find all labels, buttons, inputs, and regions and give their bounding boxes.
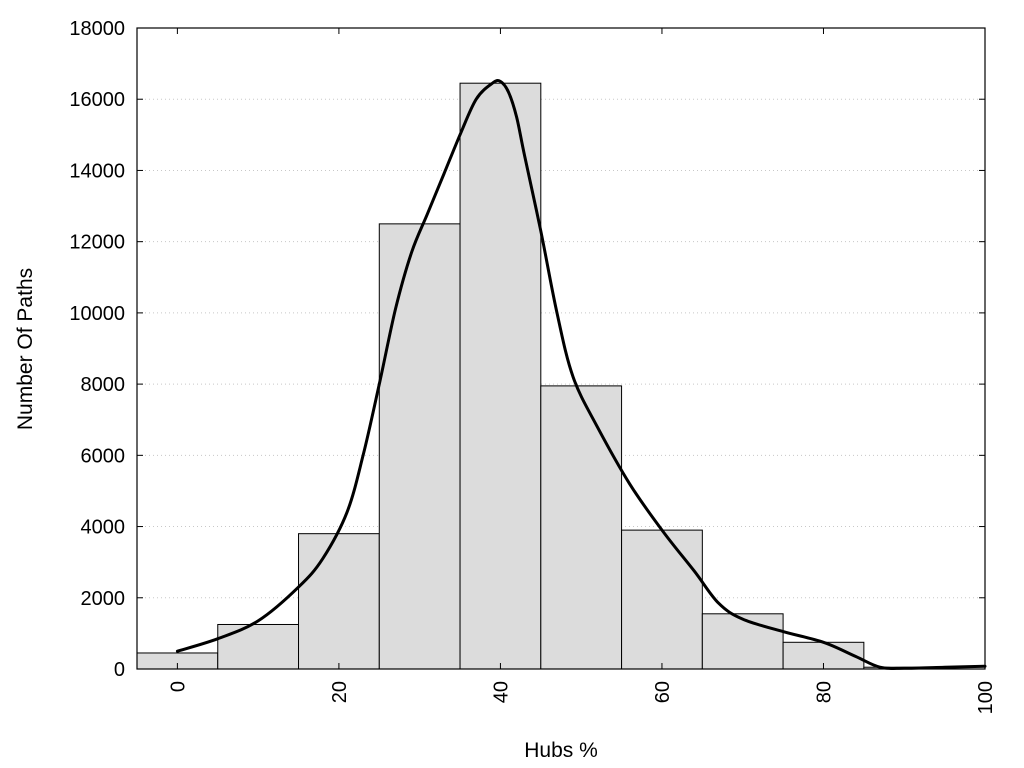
y-axis-label: Number Of Paths [14,268,37,430]
histogram-bar [621,529,703,670]
y-tick-label: 10000 [69,303,125,325]
y-tick-label: 18000 [69,18,125,40]
x-tick-label: 60 [652,681,674,703]
x-axis-label: Hubs % [524,739,598,762]
y-tick-label: 6000 [81,445,126,467]
y-tick-label: 12000 [69,232,125,254]
density-curve [175,79,987,670]
x-tick-label: 80 [813,681,835,703]
x-tick-label: 0 [167,681,189,692]
plot-area-frame [136,27,986,670]
y-tick-label: 0 [114,659,125,681]
histogram-bar [298,533,380,670]
histogram-bar [701,613,784,670]
histogram-bar [217,623,300,670]
y-tick-label: 14000 [69,160,125,182]
x-tick-label: 40 [490,681,512,703]
x-tick-label: 100 [975,681,997,714]
histogram-bars [136,82,946,670]
axis-ticks: 0 2000 4000 6000 8000 10000 12000 14000 16000 180… [69,18,997,714]
y-tick-label: 16000 [69,89,125,111]
histogram-bar [459,82,542,670]
x-tick-label: 20 [329,681,351,703]
histogram-bar [378,223,461,670]
y-tick-label: 2000 [81,588,126,610]
y-tick-label: 8000 [81,374,126,396]
y-tick-label: 4000 [81,517,126,539]
histogram-bar [540,385,623,670]
